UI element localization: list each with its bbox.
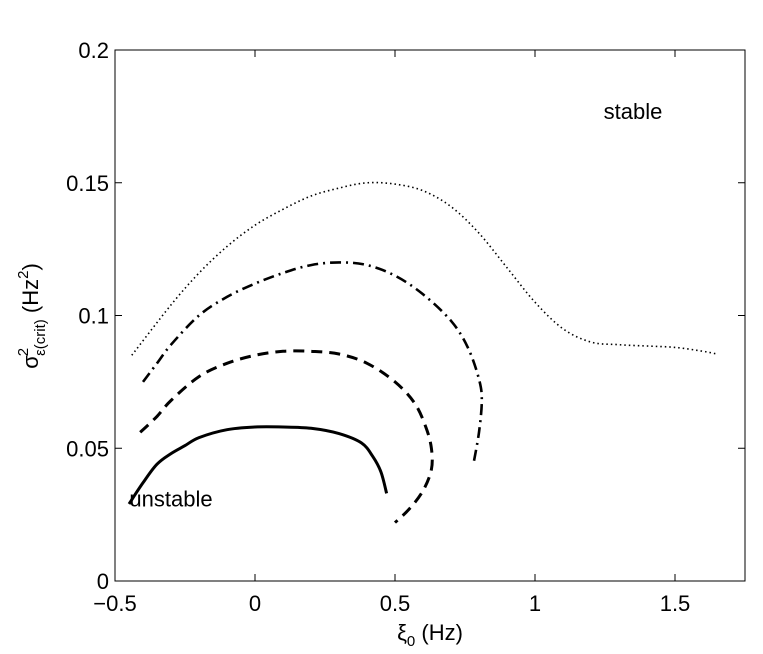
y-tick-label: 0.05 xyxy=(66,436,109,461)
annotation-stable: stable xyxy=(604,99,663,124)
x-tick-label: 1 xyxy=(529,591,541,616)
x-axis-label-base: ξ xyxy=(397,620,407,645)
y-tick-label: 0.2 xyxy=(78,38,109,63)
ticks-layer: −0.5 0 0.5 1 1.500.050.10.150.2 xyxy=(66,38,745,616)
series-layer xyxy=(127,181,718,524)
x-tick-label: −0.5 xyxy=(93,591,136,616)
x-tick-label: 1.5 xyxy=(660,591,691,616)
y-axis-label-suffix: (Hz xyxy=(18,279,43,319)
y-tick-label: 0.1 xyxy=(78,304,109,329)
annotation-unstable: unstable xyxy=(129,487,212,512)
y-tick-label: 0 xyxy=(97,569,109,594)
x-tick-label: 0 xyxy=(249,591,261,616)
x-axis-label-suffix: (Hz) xyxy=(415,620,463,645)
y-axis-label: σ2ε(crit) (Hz2) xyxy=(15,263,49,369)
series-line-solid xyxy=(127,425,389,505)
y-axis-label-sub: ε(crit) xyxy=(32,319,49,356)
series-line-dotted xyxy=(131,181,718,356)
y-axis-label-suffix-sup: 2 xyxy=(15,271,32,279)
plot-frame xyxy=(114,49,746,582)
y-axis-label-close: ) xyxy=(18,263,43,270)
y-axis-label-base: σ xyxy=(18,355,43,369)
x-axis-label: ξ0 (Hz) xyxy=(397,620,463,650)
x-tick-label: 0.5 xyxy=(380,591,411,616)
series-line-dashed xyxy=(139,349,434,524)
y-axis-label-sup: 2 xyxy=(15,348,32,356)
y-tick-label: 0.15 xyxy=(66,171,109,196)
x-axis-label-sub: 0 xyxy=(407,633,415,650)
annotations-layer: stable unstable xyxy=(129,99,662,512)
